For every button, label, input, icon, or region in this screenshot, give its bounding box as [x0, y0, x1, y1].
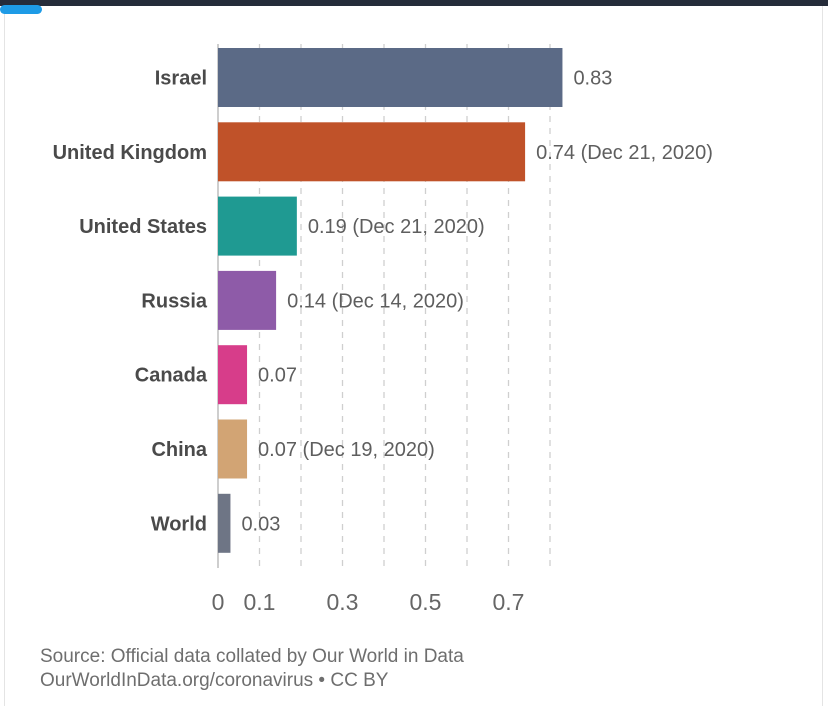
category-label: United Kingdom: [53, 142, 207, 164]
value-label: 0.07 (Dec 19, 2020): [258, 439, 435, 461]
x-tick-label: 0.7: [493, 589, 525, 615]
value-label: 0.74 (Dec 21, 2020): [536, 142, 713, 164]
value-label: 0.19 (Dec 21, 2020): [308, 216, 485, 238]
bar: [218, 122, 526, 182]
category-label: Canada: [135, 365, 208, 387]
bar: [218, 48, 563, 107]
bar: [218, 493, 231, 553]
category-label: United States: [79, 216, 207, 238]
value-label: 0.14 (Dec 14, 2020): [287, 290, 464, 312]
value-label: 0.03: [241, 513, 280, 535]
x-tick-label: 0.3: [327, 589, 359, 615]
x-tick-label: 0: [212, 589, 225, 615]
category-label: China: [151, 439, 207, 461]
bar: [218, 270, 277, 330]
category-label: Russia: [141, 290, 207, 312]
chart-card: [4, 6, 823, 706]
value-label: 0.07: [258, 365, 297, 387]
tab-indicator[interactable]: [0, 5, 42, 14]
category-label: World: [151, 513, 207, 535]
category-label: Israel: [155, 68, 207, 90]
value-label: 0.83: [573, 68, 612, 90]
bar: [218, 419, 248, 479]
source-url: OurWorldInData.org/coronavirus • CC BY: [40, 670, 389, 691]
bar: [218, 345, 248, 405]
source-text: Source: Official data collated by Our Wo…: [40, 646, 464, 667]
bar: [218, 196, 297, 256]
top-bar: [0, 0, 828, 6]
x-tick-label: 0.5: [410, 589, 442, 615]
x-tick-label: 0.1: [244, 589, 276, 615]
